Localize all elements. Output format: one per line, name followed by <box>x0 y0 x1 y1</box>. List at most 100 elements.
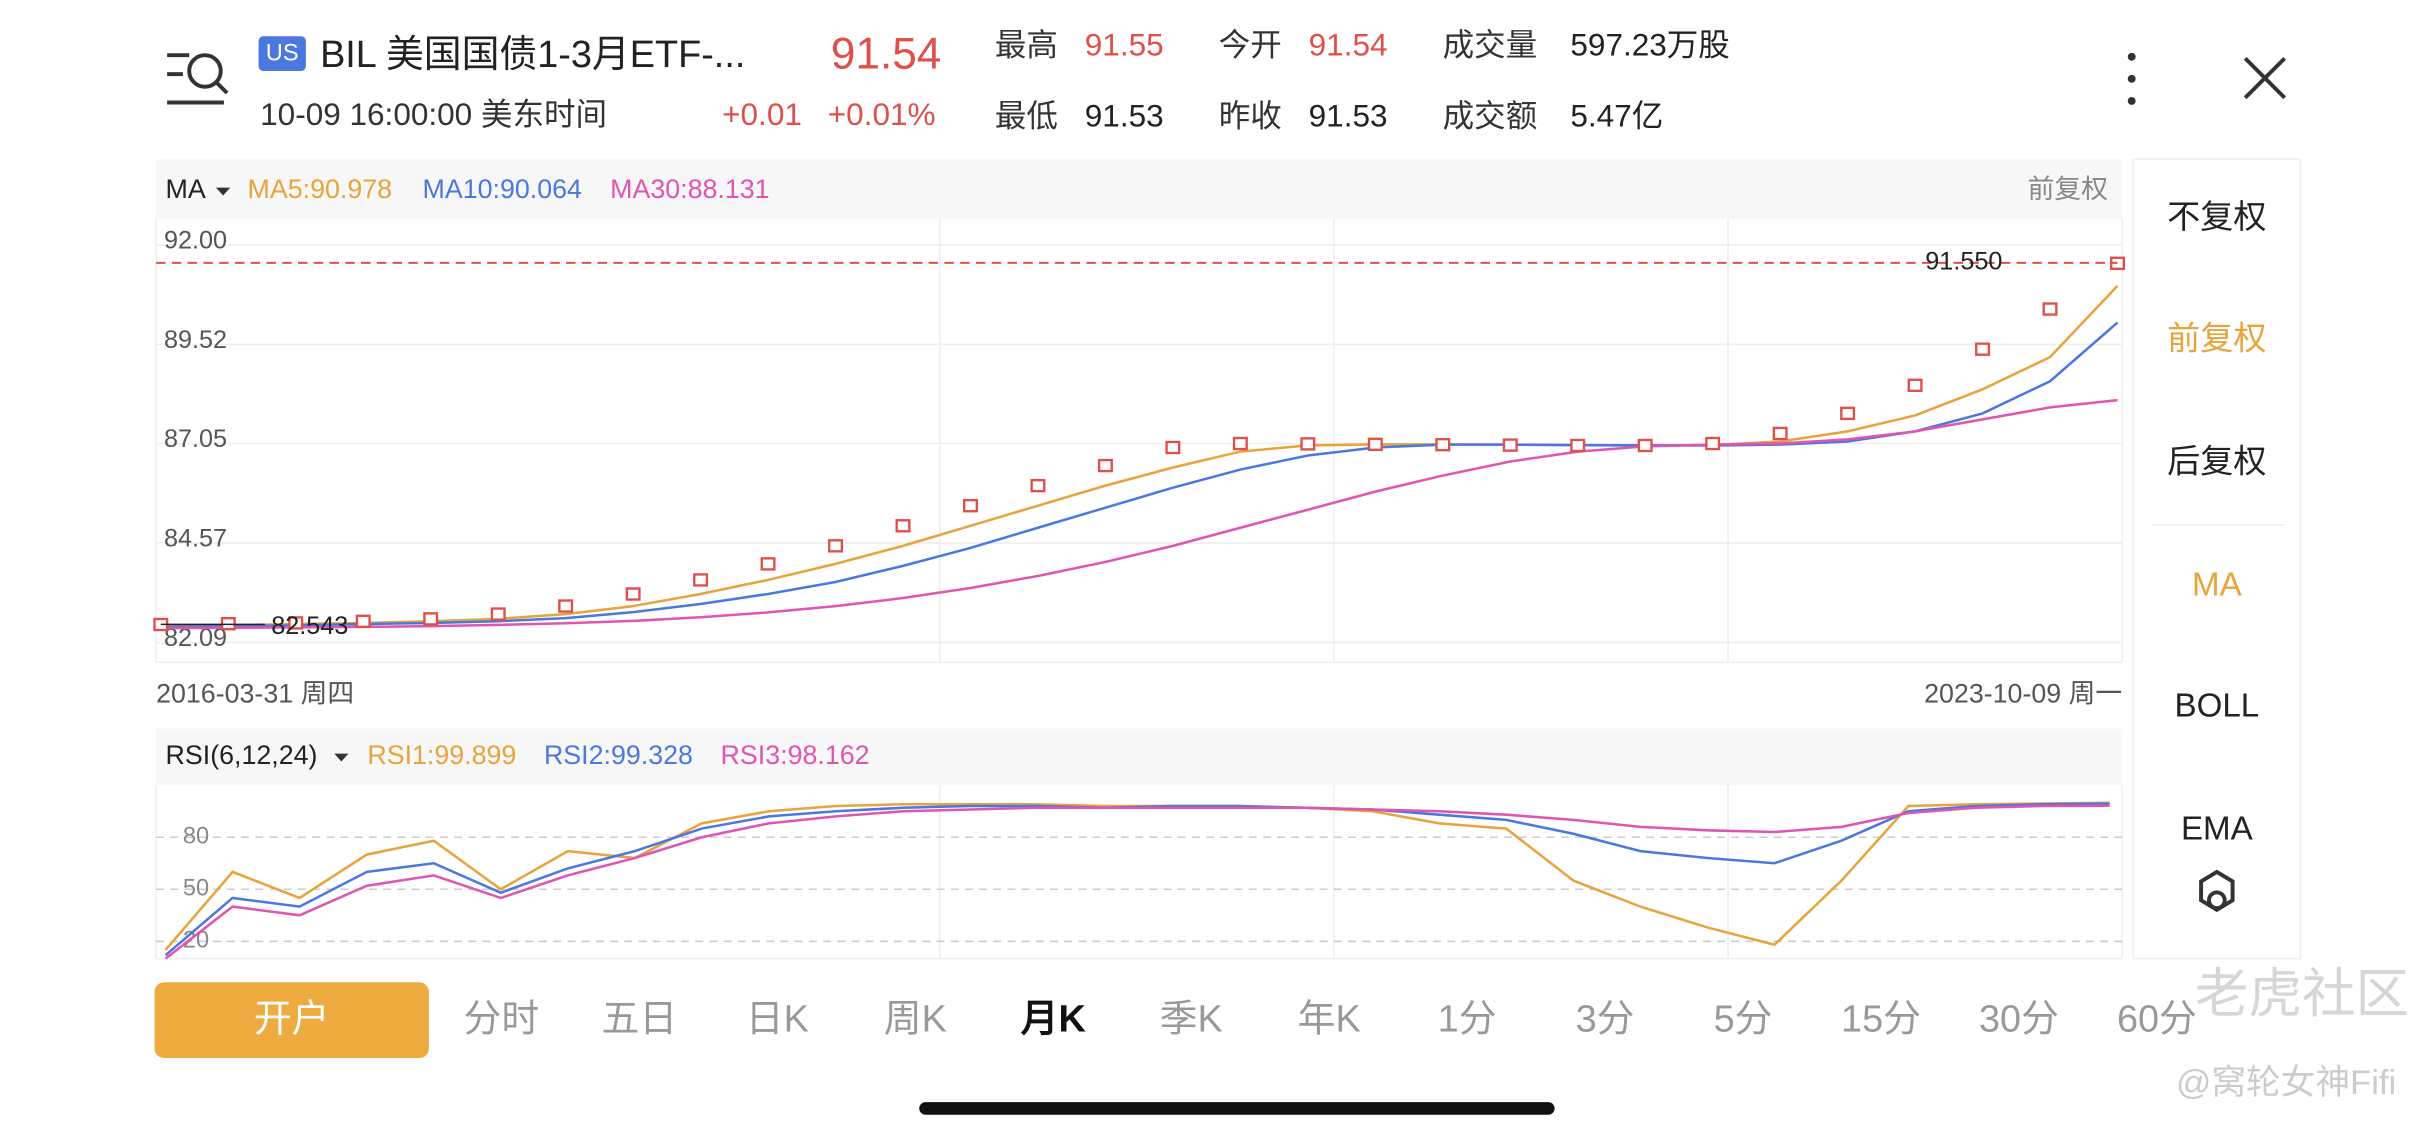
menu-item[interactable]: MA <box>2192 566 2243 603</box>
candle <box>1300 437 1316 451</box>
stat-value: 91.53 <box>1085 98 1164 134</box>
price: 91.54 <box>831 29 941 78</box>
close-button[interactable] <box>2243 56 2287 100</box>
menu-item[interactable]: 不复权 <box>2167 199 2266 236</box>
change-pct: +0.01% <box>828 96 936 132</box>
candle <box>962 499 978 513</box>
badge-bg <box>258 36 306 71</box>
start-date: 2016-03-31 周四 <box>156 678 354 708</box>
end-date: 2023-10-09 周一 <box>1924 678 2122 708</box>
y-tick-label: 80 <box>183 823 209 849</box>
tab[interactable]: 分时 <box>464 999 540 1041</box>
more-button[interactable] <box>2127 52 2136 105</box>
candle <box>1637 438 1653 453</box>
candle <box>1435 437 1451 452</box>
tab[interactable]: 月K <box>1021 999 1086 1041</box>
ma-line <box>160 321 2119 629</box>
author: @窝轮女神Fifi <box>2176 1063 2396 1102</box>
legend-entry: MA10:90.064 <box>423 174 583 204</box>
candle <box>288 616 304 630</box>
home-indicator <box>919 1102 1555 1115</box>
legend-entry: MA5:90.978 <box>248 174 393 204</box>
legend-entry: RSI2:99.328 <box>544 740 693 770</box>
stat-value: 91.54 <box>1309 27 1388 63</box>
watermark: 老虎社区 <box>2195 964 2409 1024</box>
side-panel <box>2132 158 2302 960</box>
stat-value: 91.55 <box>1085 27 1164 63</box>
candle <box>423 612 439 626</box>
open-account[interactable]: 开户 <box>254 999 330 1041</box>
stat-value: 91.53 <box>1309 98 1388 134</box>
stat-label: 成交量 <box>1443 27 1538 63</box>
legend-entry: RSI1:99.899 <box>367 740 516 770</box>
candle <box>1502 438 1518 452</box>
tab[interactable]: 60分 <box>2117 999 2197 1041</box>
y-tick-label: 50 <box>183 876 209 902</box>
tab[interactable]: 1分 <box>1438 999 1497 1041</box>
candle <box>490 607 506 621</box>
legend-entry: MA30:88.131 <box>610 174 769 204</box>
candle <box>1570 438 1586 453</box>
chart-frame <box>155 219 2124 960</box>
time: 10-09 16:00:00 美东时间 <box>260 96 607 132</box>
menu-item[interactable]: BOLL <box>2175 688 2260 725</box>
candle <box>1975 342 1991 356</box>
ma-line <box>160 285 2119 628</box>
candle <box>1097 458 1113 473</box>
rsi-indicator[interactable]: RSI(6,12,24) <box>166 740 318 770</box>
candle <box>1232 436 1248 451</box>
stat-label: 今开 <box>1219 27 1282 63</box>
y-tick-label: 87.05 <box>164 425 227 453</box>
menu-item[interactable]: EMA <box>2181 811 2254 848</box>
adjust-label: 前复权 <box>2028 174 2108 204</box>
rsi-header-bg <box>156 728 2123 786</box>
rsi-line <box>164 804 2110 960</box>
candle <box>1165 440 1181 455</box>
y-tick-label: 92.00 <box>164 226 227 254</box>
low-label: 82.543 <box>271 612 348 640</box>
candle <box>1772 426 1788 441</box>
tab[interactable]: 日K <box>746 999 809 1041</box>
badge: US <box>266 41 299 67</box>
search-icon[interactable] <box>167 53 229 105</box>
stat-label: 最高 <box>995 27 1058 63</box>
change: +0.01 <box>722 96 802 132</box>
menu-item[interactable]: 前复权 <box>2167 320 2266 357</box>
stock-title: BIL 美国国债1-3月ETF-... <box>320 34 745 76</box>
stat-label: 昨收 <box>1219 98 1282 134</box>
dropdown-arrow <box>334 753 349 762</box>
chart-header-bg <box>156 159 2123 220</box>
candle <box>828 539 844 553</box>
candle <box>625 587 641 601</box>
settings-icon[interactable] <box>2199 869 2235 913</box>
tab[interactable]: 5分 <box>1714 999 1773 1041</box>
rsi-line <box>164 802 2110 957</box>
tab[interactable]: 15分 <box>1841 999 1921 1041</box>
indicator-select[interactable]: MA <box>166 174 206 204</box>
candle <box>1840 406 1856 421</box>
stat-value: 597.23万股 <box>1570 27 1729 63</box>
high-label: 91.550 <box>1925 248 2002 276</box>
stat-label: 最低 <box>995 98 1058 134</box>
candle <box>693 573 709 587</box>
tab[interactable]: 季K <box>1160 999 1223 1041</box>
candle <box>2042 302 2058 316</box>
tab[interactable]: 3分 <box>1576 999 1635 1041</box>
open-account-button[interactable] <box>154 982 429 1058</box>
candle <box>1367 437 1383 451</box>
tab[interactable]: 五日 <box>602 999 678 1041</box>
candle <box>1907 378 1923 393</box>
stat-value: 5.47亿 <box>1570 98 1663 134</box>
candle <box>760 557 776 571</box>
tab[interactable]: 30分 <box>1979 999 2059 1041</box>
tab[interactable]: 年K <box>1298 999 1361 1041</box>
stat-label: 成交额 <box>1443 98 1538 134</box>
rsi-line <box>164 801 2110 951</box>
candle <box>558 599 574 613</box>
menu-item[interactable]: 后复权 <box>2167 443 2266 480</box>
candle <box>355 614 371 628</box>
tab[interactable]: 周K <box>884 999 947 1041</box>
candle <box>1705 436 1721 451</box>
